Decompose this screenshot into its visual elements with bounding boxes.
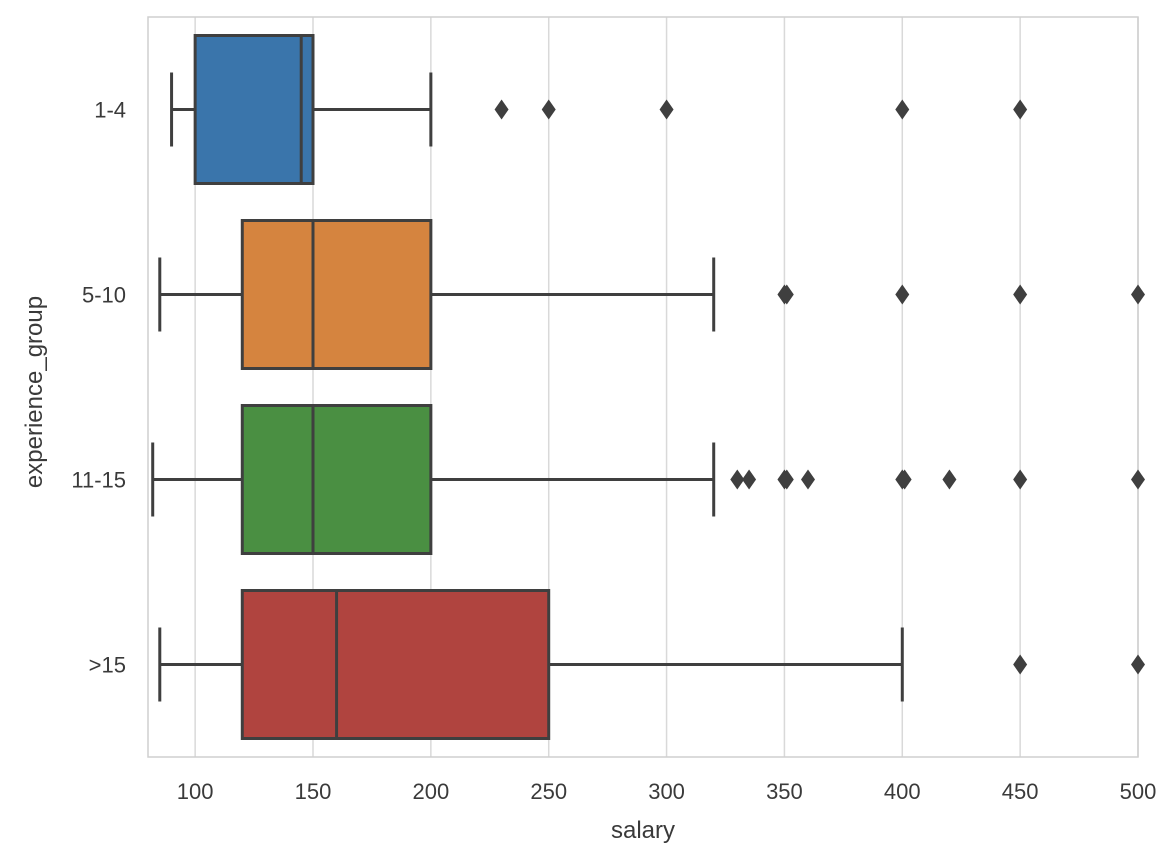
x-tick-label: 500 [1120, 779, 1157, 804]
x-tick-label: 250 [530, 779, 567, 804]
x-tick-label: 350 [766, 779, 803, 804]
outlier-point [779, 284, 794, 305]
outlier-point [1013, 654, 1028, 675]
outlier-point [1131, 654, 1145, 675]
iqr-box [240, 589, 551, 740]
x-tick-label: 200 [412, 779, 449, 804]
iqr-box [240, 219, 433, 370]
box-group [170, 34, 1028, 185]
y-tick-label: 11-15 [71, 468, 126, 493]
outlier-point [742, 469, 757, 490]
box-group [158, 589, 1145, 740]
outlier-point [541, 99, 556, 120]
x-tick-label: 100 [177, 779, 214, 804]
y-axis-label: experience_group [21, 296, 48, 488]
outlier-point [659, 99, 674, 120]
outlier-point [942, 469, 957, 490]
outlier-point [494, 99, 509, 120]
outlier-point [1131, 469, 1145, 490]
y-tick-label: >15 [89, 653, 126, 678]
outlier-point [1013, 99, 1028, 120]
x-axis-label: salary [611, 817, 675, 844]
outlier-point [1131, 284, 1145, 305]
y-tick-label: 5-10 [82, 283, 126, 308]
outlier-point [801, 469, 815, 490]
box-group [151, 404, 1145, 555]
x-tick-label: 400 [884, 779, 921, 804]
box-series [151, 34, 1145, 740]
outlier-point [1013, 469, 1028, 490]
outlier-point [897, 469, 912, 490]
x-tick-label: 300 [648, 779, 685, 804]
outlier-point [779, 469, 794, 490]
plot-frame [147, 16, 1139, 758]
outlier-point [730, 469, 745, 490]
x-tick-label: 150 [295, 779, 332, 804]
y-tick-label: 1-4 [94, 98, 126, 123]
iqr-box [193, 34, 315, 185]
outlier-point [895, 284, 910, 305]
box-group [158, 219, 1145, 370]
axis-ticks: 100 150 200 250 300 350 400 450 500 1-4 5-10 11-15 >… [71, 98, 1156, 805]
iqr-box [240, 404, 433, 555]
outlier-point [1013, 284, 1028, 305]
x-tick-label: 450 [1002, 779, 1039, 804]
outlier-point [895, 99, 910, 120]
